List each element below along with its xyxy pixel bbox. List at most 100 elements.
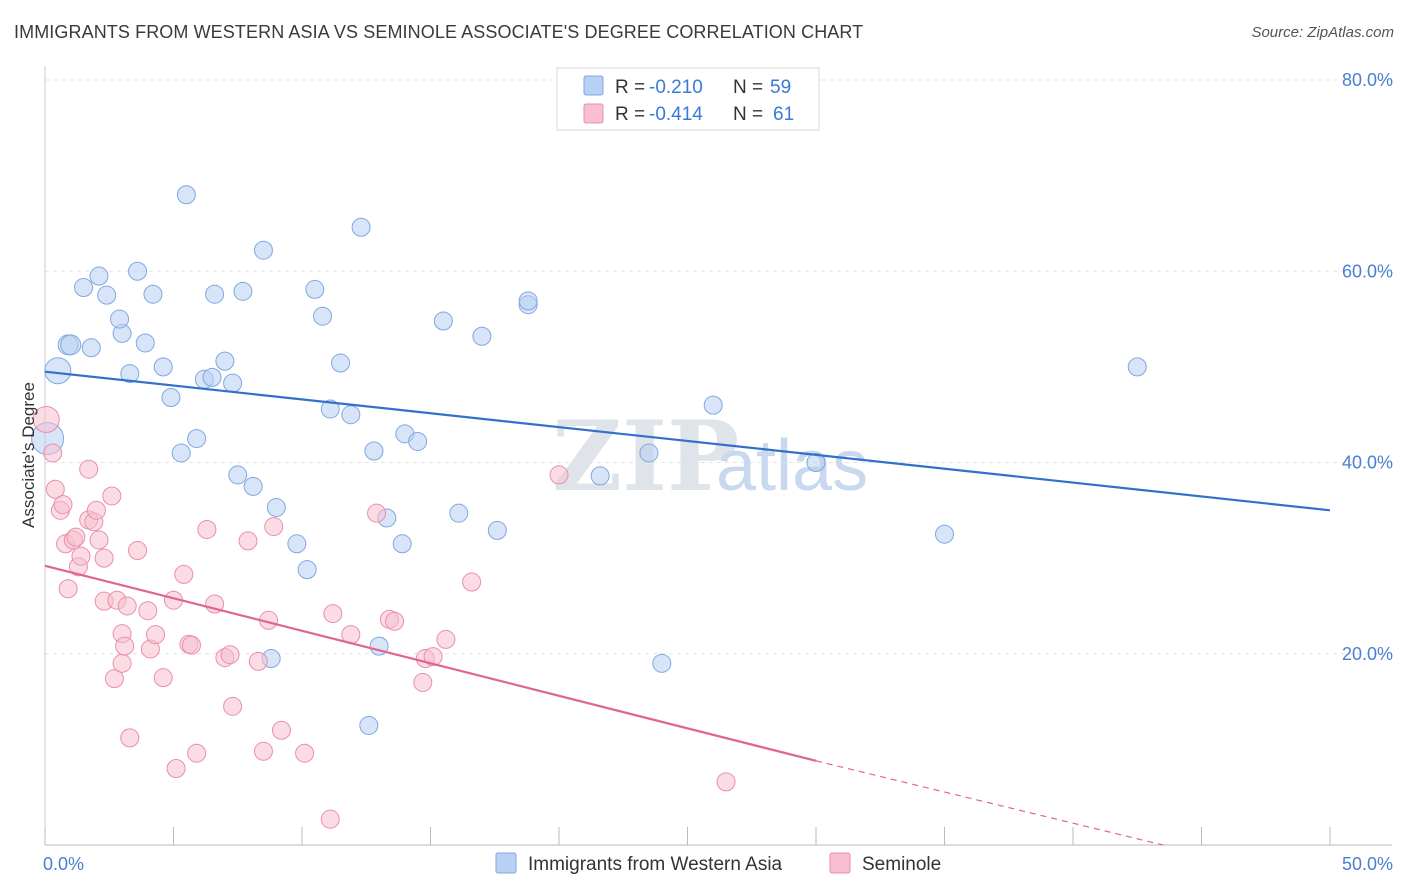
- pink-trend-line: [44, 564, 817, 762]
- pink-point-14: [86, 500, 106, 520]
- pink-point-18: [102, 486, 122, 506]
- blue-point-9: [110, 309, 130, 329]
- pink-point-16: [94, 548, 114, 568]
- blue-point-3: [60, 334, 82, 356]
- legend-n-value-blue: 59: [770, 77, 791, 98]
- legend-swatch-pink: [583, 103, 604, 124]
- y-axis-label: Associate's Degree: [19, 382, 38, 528]
- blue-point-43: [449, 503, 469, 523]
- blue-point-12: [135, 333, 155, 353]
- blue-point-22: [215, 351, 235, 371]
- pink-point-27: [138, 601, 158, 621]
- legend-swatch-blue: [583, 75, 604, 96]
- blue-point-21: [205, 284, 225, 304]
- blue-point-39: [392, 534, 412, 554]
- pink-point-61: [716, 772, 736, 792]
- blue-point-16: [171, 443, 191, 463]
- pink-point-23: [115, 636, 135, 656]
- pink-point-43: [248, 651, 268, 671]
- pink-point-33: [174, 564, 194, 584]
- pink-point-50: [323, 604, 343, 624]
- pink-point-57: [423, 647, 443, 667]
- pink-point-54: [385, 611, 405, 631]
- legend-n-label-pink: N =: [733, 104, 763, 125]
- pink-point-4: [53, 495, 73, 515]
- legend-r-label-blue: R =: [615, 77, 645, 98]
- blue-point-17: [176, 185, 196, 205]
- pink-point-29: [146, 625, 166, 645]
- chart-title: IMMIGRANTS FROM WESTERN ASIA VS SEMINOLE…: [14, 22, 864, 42]
- legend-bottom: Immigrants from Western Asia Seminole: [495, 852, 941, 875]
- x-tick-label-1: 50.0%: [1342, 854, 1393, 874]
- blue-trend-line: [44, 370, 1331, 512]
- pink-point-55: [413, 672, 433, 692]
- pink-point-36: [187, 743, 207, 763]
- legend-bottom-label-blue: Immigrants from Western Asia: [528, 854, 783, 875]
- pink-point-42: [238, 531, 258, 551]
- pink-point-1: [43, 443, 63, 463]
- blue-point-57: [652, 653, 672, 673]
- legend-r-value-pink: -0.414: [649, 104, 703, 125]
- blue-point-7: [97, 285, 117, 305]
- blue-point-5: [89, 266, 109, 286]
- trend-lines: [44, 370, 1331, 846]
- legend-bottom-label-pink: Seminole: [862, 854, 941, 875]
- blue-point-50: [703, 395, 723, 415]
- y-tick-label-2: 60.0%: [1342, 261, 1393, 281]
- blue-point-45: [487, 520, 507, 540]
- blue-point-32: [313, 306, 333, 326]
- blue-point-14: [153, 357, 173, 377]
- blue-point-1: [44, 357, 72, 385]
- blue-point-53: [1127, 357, 1147, 377]
- x-tick-labels: 0.0% 50.0%: [43, 854, 1393, 874]
- pink-point-21: [112, 653, 132, 673]
- blue-point-41: [408, 431, 428, 451]
- pink-point-47: [271, 720, 291, 740]
- pink-point-40: [220, 645, 240, 665]
- pink-point-2: [45, 479, 65, 499]
- legend-r-value-blue: -0.210: [649, 77, 703, 98]
- blue-point-15: [161, 387, 181, 407]
- blue-point-52: [935, 524, 954, 544]
- pink-point-15: [89, 530, 109, 550]
- pink-point-46: [264, 517, 284, 537]
- blue-point-51: [806, 453, 826, 472]
- pink-point-8: [66, 527, 86, 547]
- blue-point-24: [233, 281, 253, 301]
- blue-point-56: [359, 715, 379, 735]
- pink-point-37: [197, 519, 217, 539]
- pink-point-35: [181, 635, 201, 655]
- blue-point-26: [243, 476, 263, 496]
- y-tick-label-0: 20.0%: [1342, 644, 1393, 664]
- series-seminole-points: [32, 405, 736, 829]
- blue-point-42: [433, 311, 453, 331]
- pink-point-52: [367, 503, 387, 523]
- pink-point-19: [104, 669, 124, 689]
- pink-point-0: [32, 405, 60, 433]
- blue-point-37: [364, 441, 384, 461]
- pink-point-48: [295, 743, 315, 763]
- blue-point-30: [297, 560, 317, 580]
- pink-point-58: [436, 629, 456, 649]
- pink-point-26: [128, 540, 148, 560]
- y-tick-label-3: 80.0%: [1342, 70, 1393, 90]
- pink-point-24: [117, 596, 137, 616]
- blue-point-18: [187, 429, 207, 449]
- pink-point-49: [320, 809, 340, 829]
- legend-n-label-blue: N =: [733, 77, 763, 98]
- blue-point-48: [590, 466, 610, 486]
- pink-point-41: [223, 696, 243, 716]
- blue-point-13: [143, 284, 163, 304]
- legend-n-value-pink: 61: [773, 104, 794, 125]
- blue-point-34: [331, 353, 351, 373]
- pink-point-10: [71, 546, 91, 566]
- y-tick-labels: 20.0% 40.0% 60.0% 80.0%: [1342, 70, 1393, 664]
- x-tick-label-0: 0.0%: [43, 854, 84, 874]
- legend-bottom-swatch-blue: [495, 852, 517, 874]
- watermark-atlas: atlas: [716, 426, 868, 506]
- blue-point-25: [228, 465, 248, 485]
- blue-point-44: [472, 326, 492, 346]
- y-tick-label-1: 40.0%: [1342, 453, 1393, 473]
- blue-point-31: [305, 279, 325, 299]
